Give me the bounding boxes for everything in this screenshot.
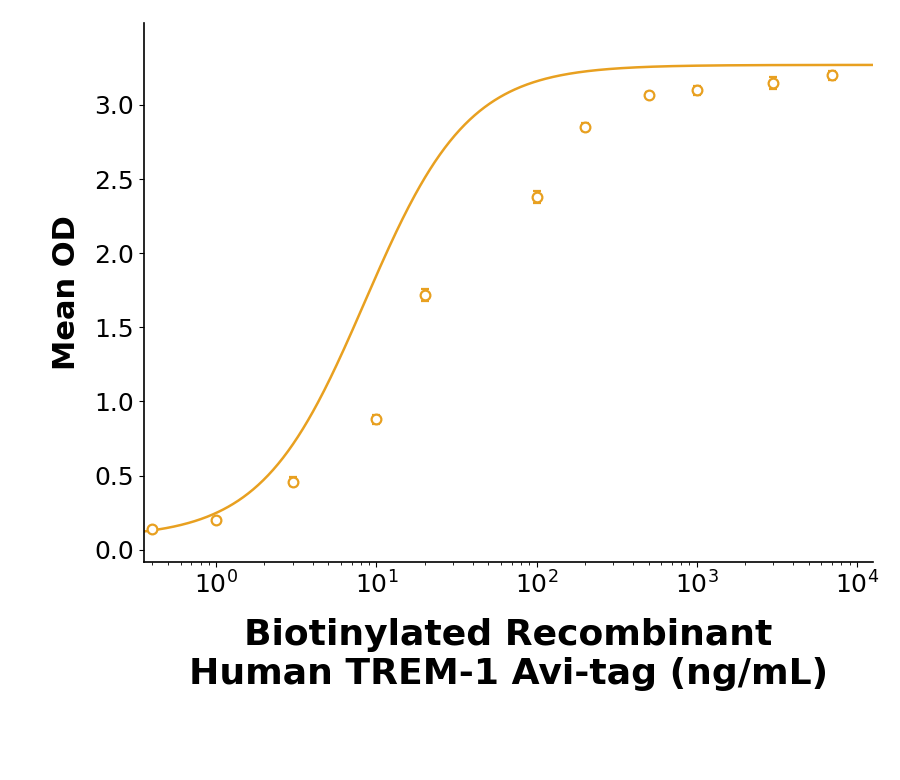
Y-axis label: Mean OD: Mean OD (51, 215, 80, 370)
X-axis label: Biotinylated Recombinant
Human TREM-1 Avi-tag (ng/mL): Biotinylated Recombinant Human TREM-1 Av… (189, 618, 828, 691)
